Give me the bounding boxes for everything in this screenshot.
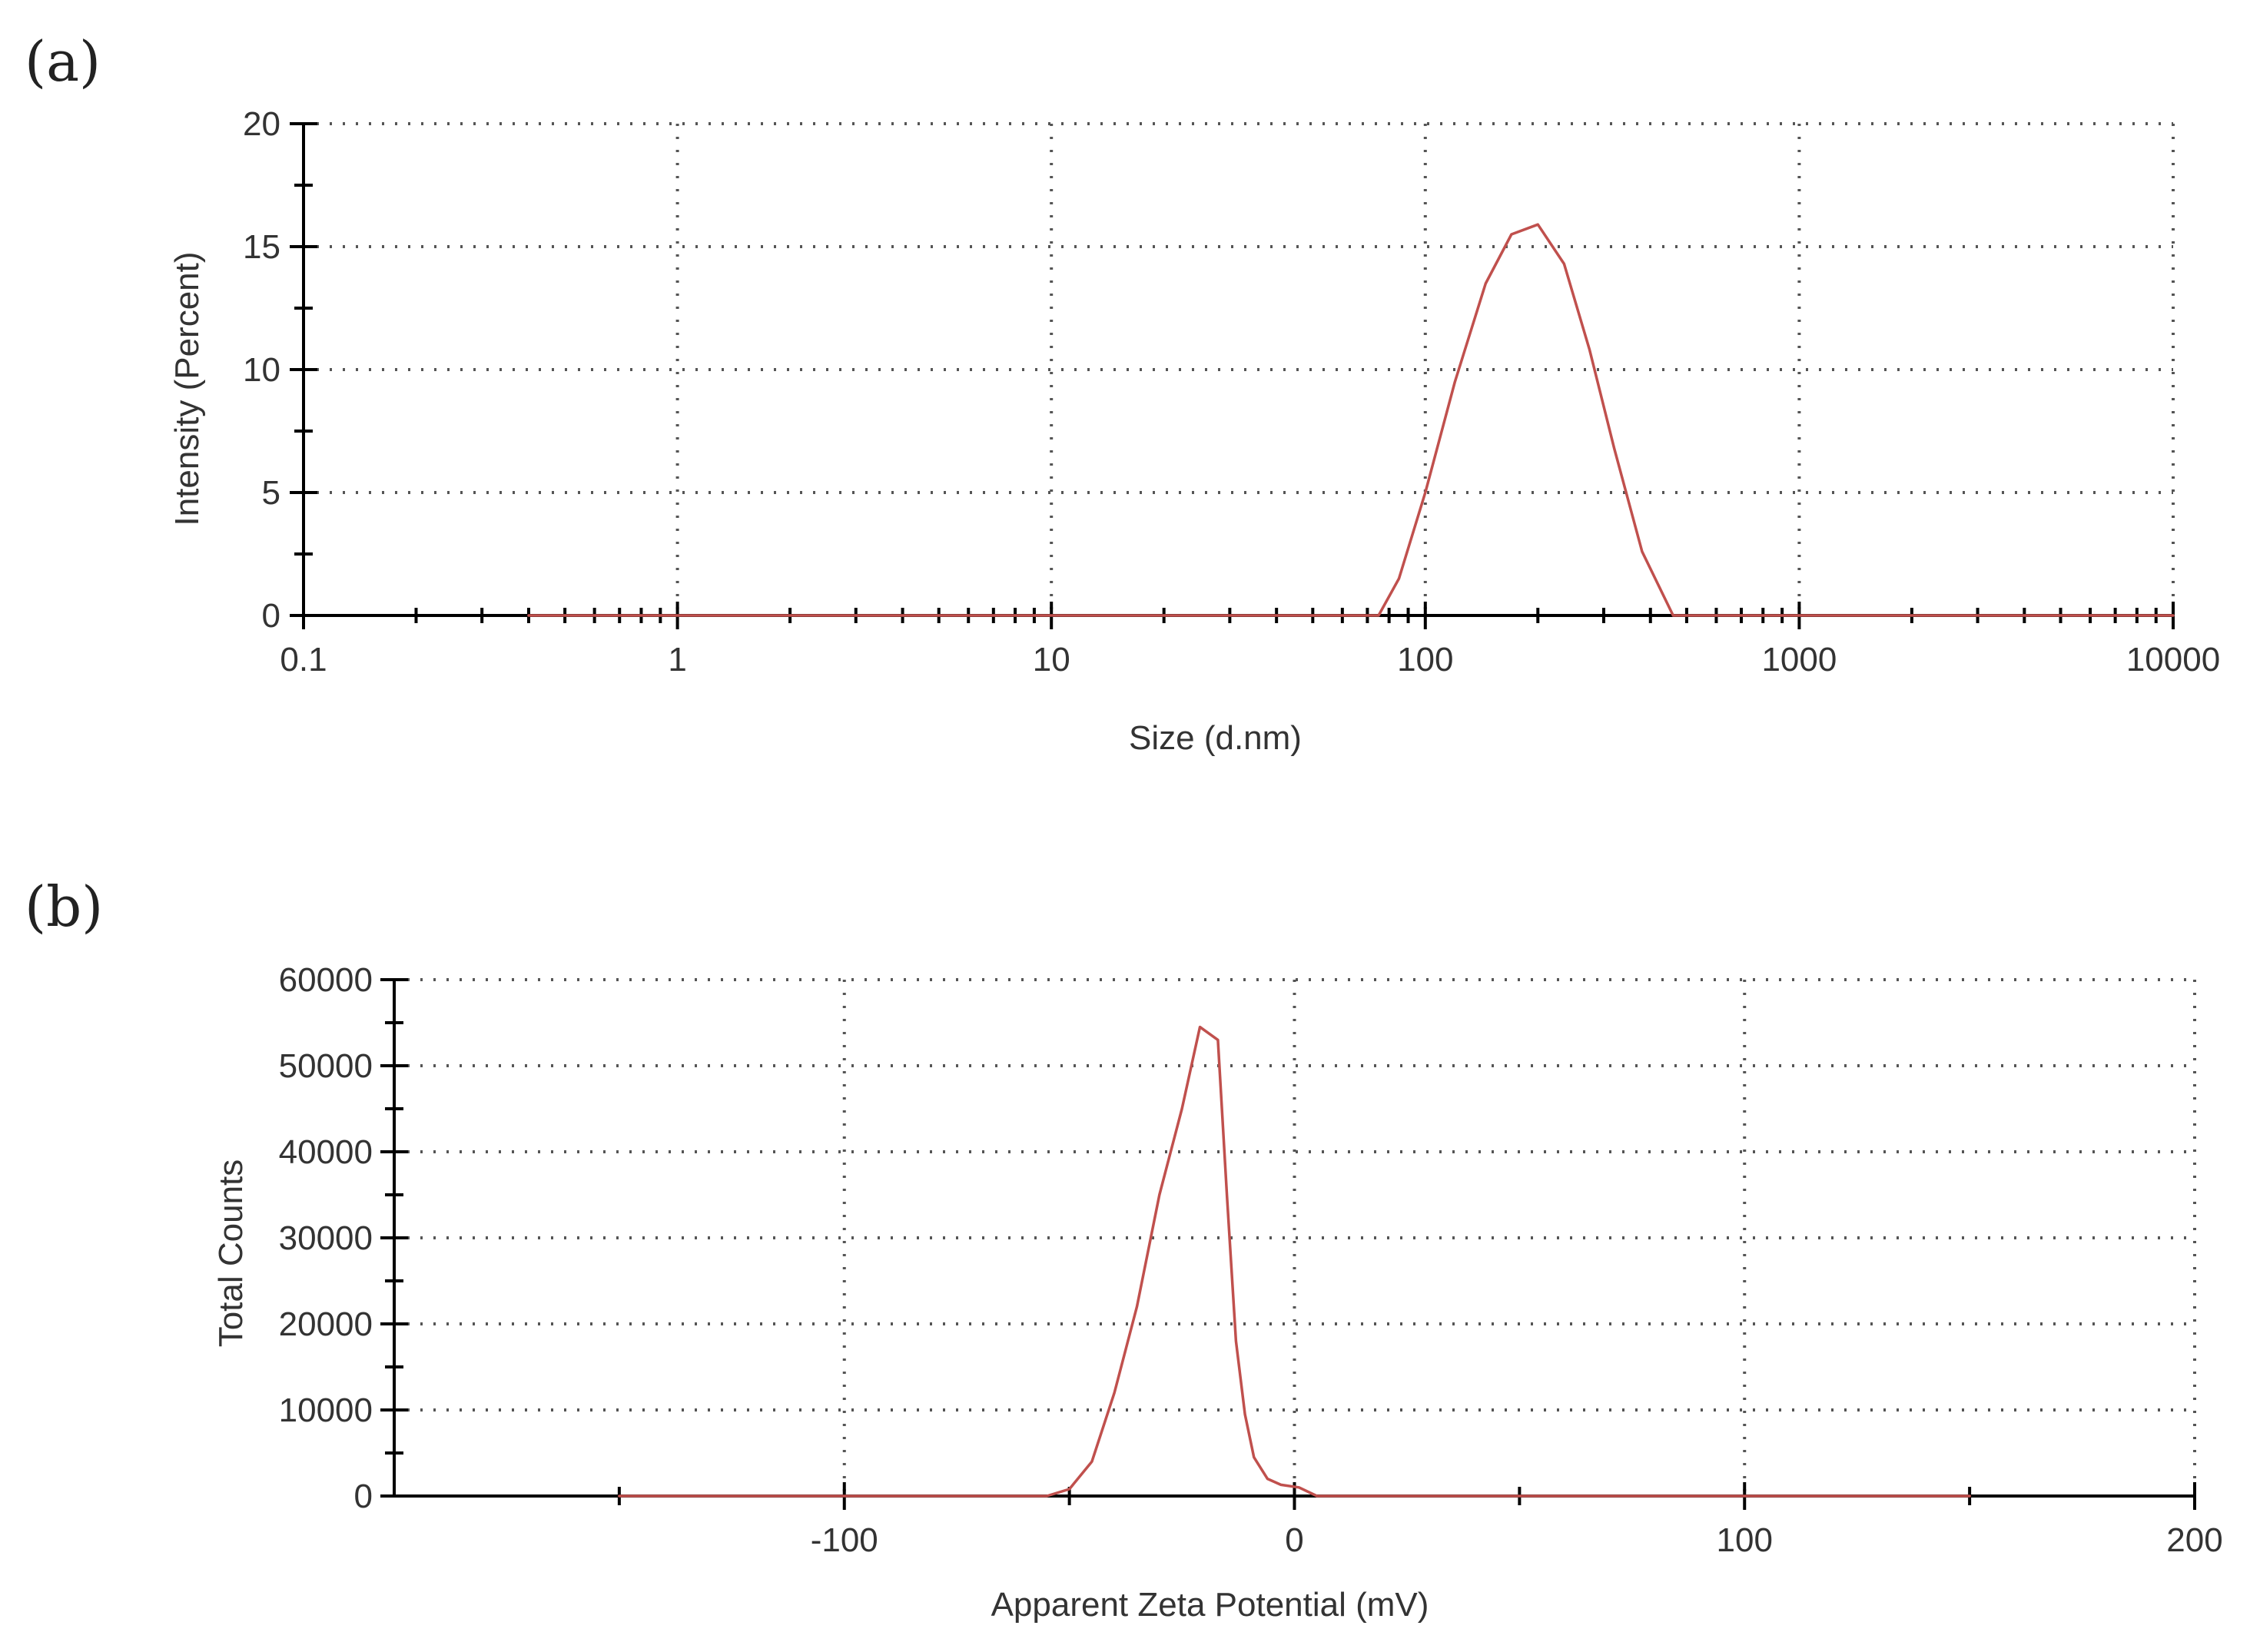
y-axis-title: Intensity (Percent) xyxy=(168,251,206,526)
y-tick-label: 60000 xyxy=(279,961,373,999)
y-tick-label: 40000 xyxy=(279,1133,373,1171)
y-tick-label: 10000 xyxy=(279,1392,373,1429)
x-tick-label: 0.1 xyxy=(280,641,327,678)
y-tick-label: 50000 xyxy=(279,1047,373,1085)
y-tick-label: 0 xyxy=(354,1478,373,1515)
x-tick-label: 1 xyxy=(668,641,686,678)
chart-panel-a: (a) 0 5 10 15 20 0.1 1 10 100 1000 10000 Size (d.nm)… xyxy=(25,29,2220,757)
x-tick-label: 10 xyxy=(1033,641,1070,678)
y-axis-title: Total Counts xyxy=(212,1159,250,1348)
y-tick-label: 0 xyxy=(262,597,280,635)
x-tick-label: 10000 xyxy=(2126,641,2220,678)
series-line xyxy=(527,223,2175,617)
series-line xyxy=(618,1025,1971,1498)
x-tick-label: 1000 xyxy=(1761,641,1837,678)
x-tick-label: 100 xyxy=(1717,1521,1773,1559)
y-tick-label: 20 xyxy=(243,105,280,143)
y-tick-label: 5 xyxy=(262,474,280,512)
x-axis-title: Apparent Zeta Potential (mV) xyxy=(991,1586,1429,1624)
y-tick-label: 10 xyxy=(243,351,280,389)
y-tick-label: 30000 xyxy=(279,1219,373,1257)
panel-label: (b) xyxy=(25,874,103,939)
y-tick-label: 20000 xyxy=(279,1305,373,1343)
x-tick-label: -100 xyxy=(811,1521,878,1559)
x-tick-label: 100 xyxy=(1397,641,1453,678)
x-tick-label: 0 xyxy=(1285,1521,1303,1559)
panel-label: (a) xyxy=(25,29,101,94)
gridlines xyxy=(304,122,2175,615)
x-tick-label: 200 xyxy=(2166,1521,2222,1559)
chart-panel-b: (b) 0 10000 20000 30000 40000 50000 60000 -100 0 1… xyxy=(25,874,2223,1624)
x-axis-title: Size (d.nm) xyxy=(1129,719,1302,757)
y-tick-label: 15 xyxy=(243,228,280,266)
gridlines xyxy=(394,978,2196,1496)
